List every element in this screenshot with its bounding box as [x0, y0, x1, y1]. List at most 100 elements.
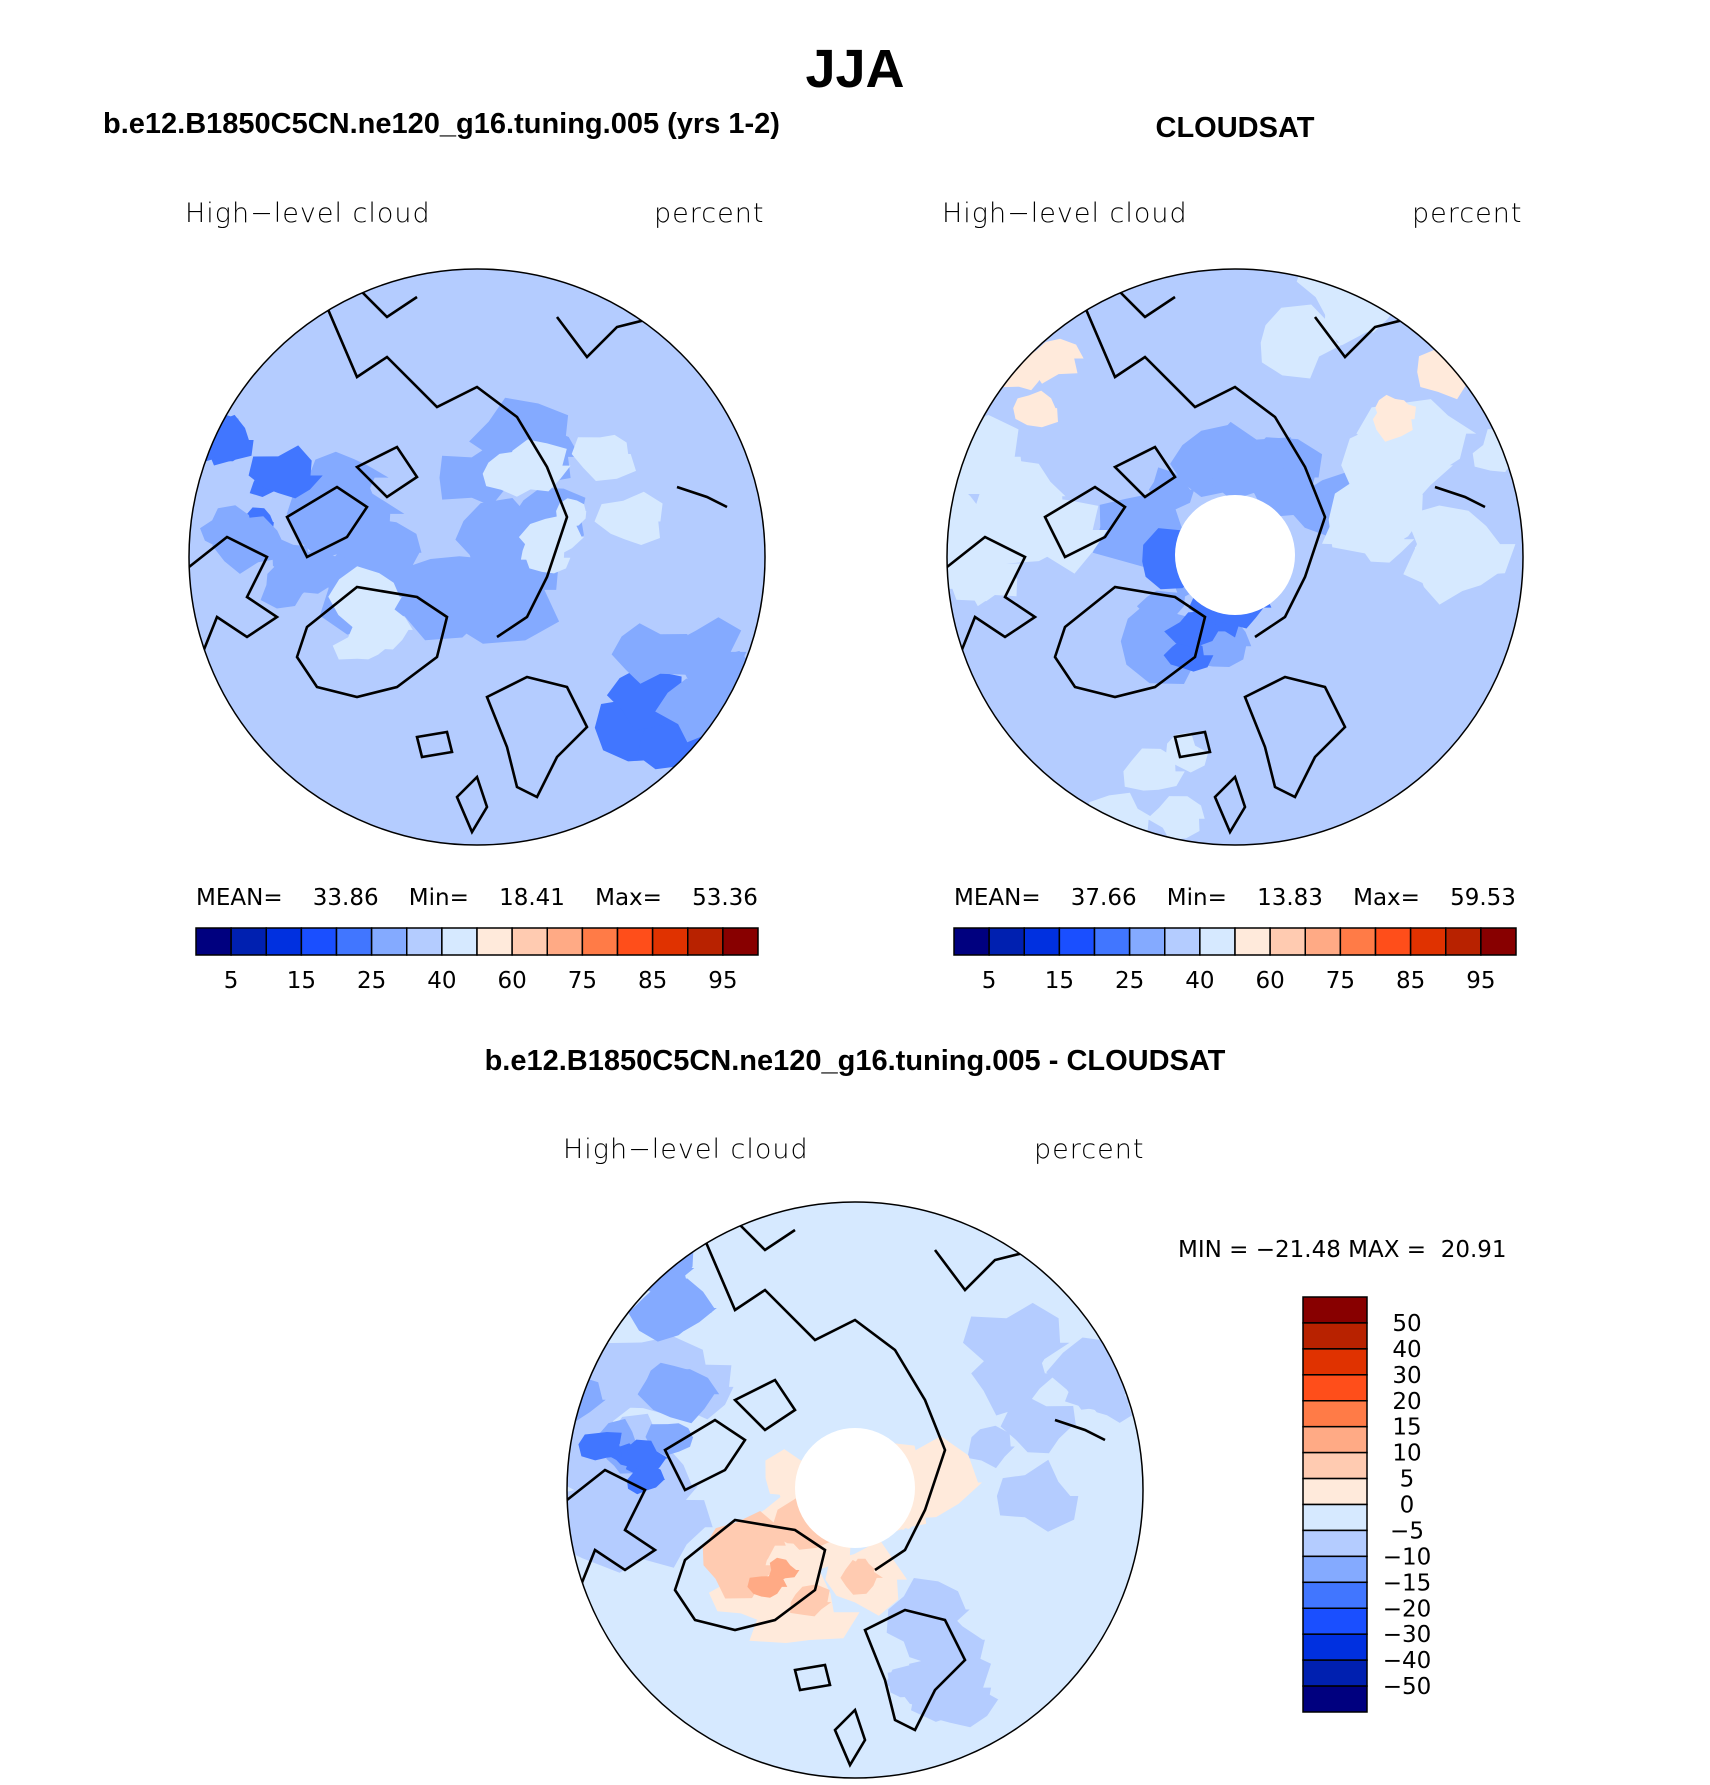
- contour-region: [1163, 640, 1214, 672]
- colorbar-box: [1234, 927, 1271, 956]
- max-label: Max=: [595, 885, 662, 911]
- mean-label: MEAN=: [954, 885, 1041, 911]
- colorbar-tick-label: 15: [1045, 968, 1074, 994]
- coastline: [933, 1248, 1036, 1292]
- contour-region: [996, 1459, 1079, 1532]
- coastline: [567, 1468, 658, 1601]
- panel1-units-label: percent: [654, 198, 765, 229]
- colorbar-tick-label: 40: [1185, 968, 1214, 994]
- coastline: [1213, 774, 1247, 835]
- coastline: [793, 1663, 832, 1692]
- colorbar-tick-label: 25: [357, 968, 386, 994]
- colorbar-box: [616, 927, 654, 956]
- coastline: [285, 485, 369, 559]
- contour-region: [967, 1425, 1015, 1469]
- colorbar-box: [687, 927, 724, 956]
- contour-region: [1026, 338, 1084, 384]
- colorbar-box: [195, 927, 232, 956]
- colorbar-box: [1339, 927, 1377, 956]
- colorbar-box: [1302, 1374, 1368, 1402]
- colorbar-tick-label: −10: [1383, 1544, 1432, 1570]
- contour-region: [202, 427, 249, 462]
- colorbar-box: [988, 927, 1025, 956]
- coastline: [1112, 445, 1177, 499]
- coastline: [1434, 485, 1486, 509]
- coastline: [676, 485, 728, 509]
- coastline: [415, 730, 454, 759]
- panel2-colorbar: 5 15 25 40 60 75 85 95: [953, 927, 1517, 994]
- coastline: [485, 675, 589, 799]
- max-value: 59.53: [1450, 885, 1516, 911]
- contour-region: [790, 1584, 832, 1617]
- colorbar-tick-label: −20: [1383, 1596, 1432, 1622]
- contour-region: [747, 1576, 788, 1598]
- contour-region: [963, 1302, 1070, 1385]
- colorbar-tick-label: 5: [224, 968, 239, 994]
- contour-region: [567, 1430, 607, 1479]
- contour-region: [885, 1665, 950, 1709]
- colorbar-box: [1445, 927, 1482, 956]
- contour-region: [637, 1369, 720, 1424]
- m2-map: [947, 269, 1523, 845]
- contour-region: [637, 1224, 695, 1271]
- coastline: [1043, 485, 1127, 559]
- panel2-stats: MEAN= 37.66 Min= 13.83 Max= 59.53: [954, 885, 1516, 911]
- contour-region: [1372, 402, 1416, 442]
- colorbar-tick-label: −30: [1383, 1622, 1432, 1648]
- colorbar-box: [1302, 1555, 1368, 1584]
- colorbar-box: [370, 927, 408, 956]
- panel3-variable-label: High−level cloud: [563, 1134, 809, 1165]
- min-label: Min=: [1166, 885, 1227, 911]
- colorbar-tick-label: 60: [1255, 968, 1284, 994]
- coastline: [1053, 585, 1207, 699]
- contour-region: [1000, 1395, 1076, 1454]
- colorbar-tick-label: 30: [1392, 1363, 1421, 1389]
- map-boundary: [566, 1201, 1144, 1779]
- min-value: 18.41: [499, 885, 565, 911]
- coastline: [1114, 286, 1176, 319]
- panel3-units-label: percent: [1034, 1134, 1145, 1165]
- contour-region: [1092, 493, 1199, 570]
- contour-region: [1147, 796, 1205, 841]
- contour-region: [520, 541, 553, 563]
- colorbar-tick-label: −40: [1383, 1648, 1432, 1674]
- contour-region: [328, 566, 402, 632]
- contour-region: [382, 556, 515, 641]
- colorbar-tick-label: 75: [568, 968, 597, 994]
- colorbar-tick-label: 40: [1392, 1337, 1421, 1363]
- colorbar-box: [1302, 1685, 1368, 1713]
- colorbar-tick-label: 10: [1392, 1441, 1421, 1467]
- mean-value: 37.66: [1070, 885, 1137, 911]
- panel1-variable-label: High−level cloud: [185, 198, 431, 229]
- colorbar-box: [1302, 1322, 1368, 1350]
- missing-data-polar-cap: [795, 1428, 915, 1548]
- colorbar-tick-label: 50: [1392, 1311, 1421, 1337]
- coastline: [663, 1418, 747, 1492]
- colorbar-box: [1302, 1296, 1368, 1324]
- contour-region: [1341, 421, 1453, 512]
- colorbar-box: [1409, 927, 1447, 956]
- coastline: [555, 315, 658, 359]
- colorbar-tick-label: 75: [1326, 968, 1355, 994]
- contour-region: [248, 445, 323, 499]
- figure-title: JJA: [805, 39, 905, 99]
- contour-region: [571, 434, 636, 481]
- colorbar-box: [1302, 1581, 1368, 1609]
- colorbar-box: [441, 927, 478, 956]
- contour-region: [625, 1439, 669, 1475]
- coastline: [1243, 675, 1347, 799]
- colorbar-box: [581, 927, 619, 956]
- contour-region: [768, 1557, 800, 1583]
- colorbar-box: [511, 927, 548, 956]
- colorbar-tick-label: 60: [497, 968, 526, 994]
- panel3-minmax: MIN = −21.48 MAX = 20.91: [1178, 1237, 1507, 1263]
- colorbar-tick-label: 0: [1400, 1493, 1415, 1519]
- colorbar-box: [722, 927, 759, 956]
- colorbar-tick-label: 5: [982, 968, 997, 994]
- panel2-units-label: percent: [1412, 198, 1523, 229]
- colorbar-tick-label: 95: [708, 968, 737, 994]
- mean-value: 33.86: [312, 885, 379, 911]
- panel1-stats: MEAN= 33.86 Min= 18.41 Max= 53.36: [196, 885, 758, 911]
- coastline: [833, 1707, 867, 1768]
